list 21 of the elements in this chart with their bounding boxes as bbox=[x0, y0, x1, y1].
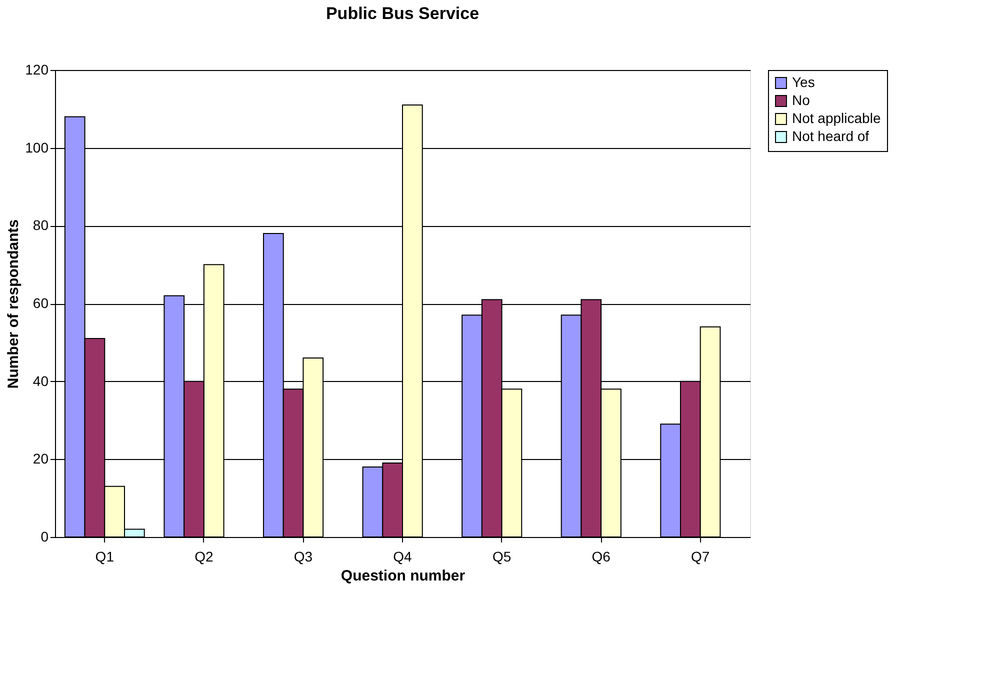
x-axis-title: Question number bbox=[340, 568, 466, 584]
x-tick-label: Q3 bbox=[294, 548, 313, 564]
y-tick-label: 120 bbox=[25, 62, 49, 78]
x-tick-label: Q4 bbox=[393, 548, 412, 564]
x-tick-label: Q6 bbox=[592, 548, 611, 564]
legend-label: Not heard of bbox=[792, 128, 870, 144]
y-axis-title: Number of respondants bbox=[5, 219, 22, 389]
x-tick-label: Q1 bbox=[95, 548, 114, 564]
x-tick-label: Q7 bbox=[691, 548, 710, 564]
y-tick-label: 40 bbox=[32, 372, 49, 389]
y-tick-label: 80 bbox=[32, 217, 49, 234]
y-tick-label: 20 bbox=[32, 450, 49, 467]
legend-label: Yes bbox=[792, 74, 815, 90]
legend-label: No bbox=[792, 92, 810, 108]
x-tick-label: Q5 bbox=[492, 548, 512, 564]
y-tick-label: 0 bbox=[40, 528, 49, 544]
legend-label: Not applicable bbox=[792, 110, 881, 126]
y-tick-label: 100 bbox=[25, 139, 49, 156]
x-tick-label: Q2 bbox=[194, 548, 214, 564]
y-tick-label: 60 bbox=[32, 295, 49, 311]
chart-title: Public Bus Service bbox=[326, 4, 480, 23]
